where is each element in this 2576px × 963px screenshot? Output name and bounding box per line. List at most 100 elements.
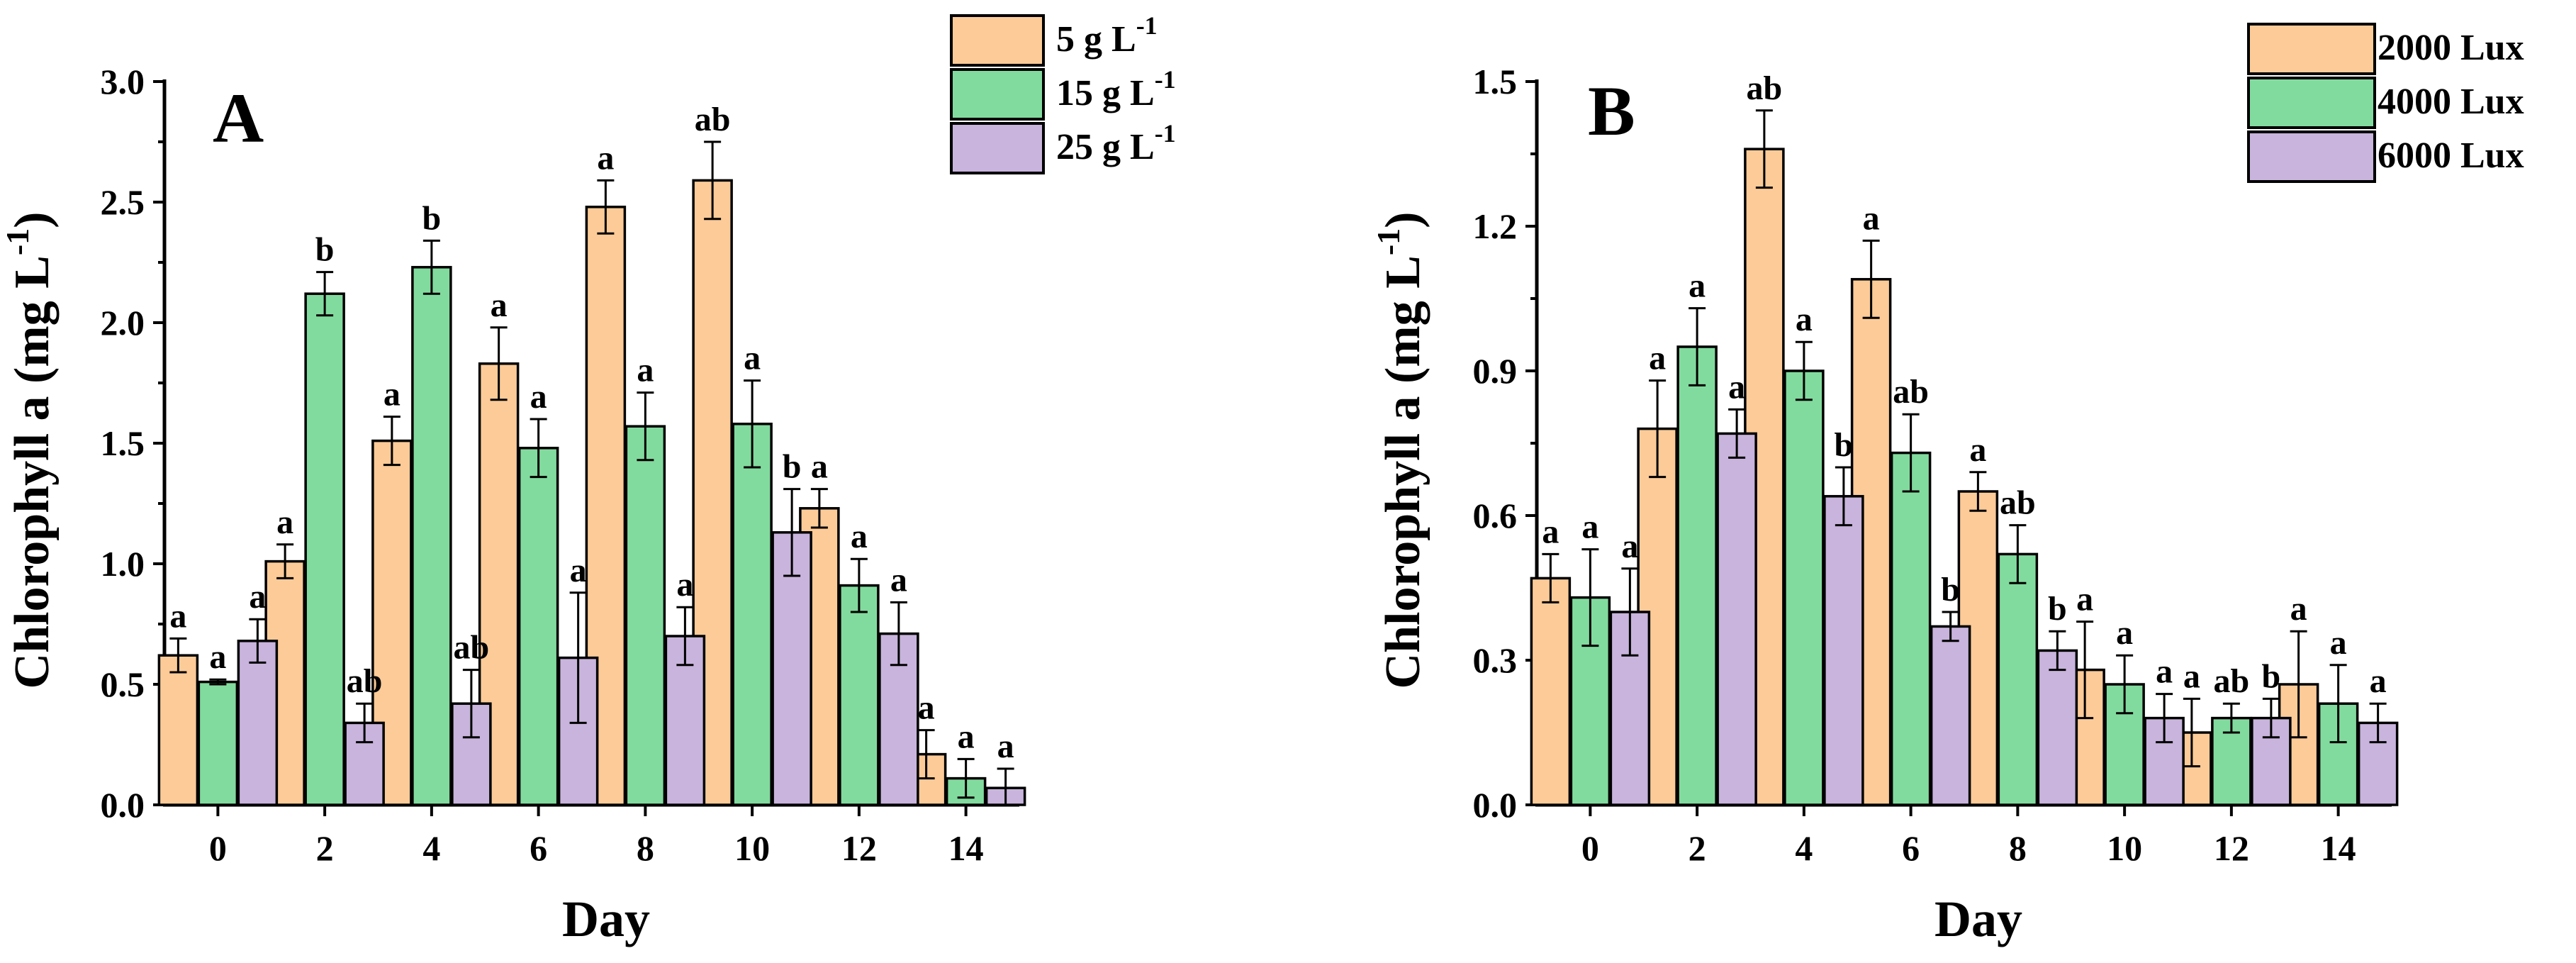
bar [1783, 369, 1825, 806]
y-tick-label: 1.2 [1473, 206, 1518, 246]
bar [1997, 552, 2039, 806]
panel-b: 0.00.30.60.91.21.50 2 4 6 8 10 12 14aaabaaaaaaa… [1370, 23, 2524, 947]
significance-letter: a [2076, 581, 2093, 618]
y-axis-label-superscript: -1 [1370, 228, 1406, 255]
significance-letter: a [570, 552, 587, 589]
bar [1530, 577, 1572, 806]
significance-letter: a [530, 378, 547, 416]
bar [304, 292, 345, 806]
significance-letter: a [1689, 267, 1706, 305]
x-tick-label: 8 [637, 828, 654, 868]
y-tick-label: 3.0 [101, 62, 145, 101]
significance-letter: a [209, 638, 226, 676]
significance-letter: a [491, 286, 508, 324]
legend-label: 2000 Lux [2378, 28, 2524, 68]
y-axis-label-close: ) [5, 212, 60, 228]
legend-label: 5 g L-1 [1056, 11, 1158, 60]
significance-letter: a [918, 689, 935, 727]
significance-letter: a [811, 448, 828, 486]
legend-label-main: 25 g L [1056, 127, 1155, 167]
significance-letter: a [997, 728, 1014, 765]
legend-swatch [2247, 23, 2376, 75]
y-tick-label: 1.0 [101, 544, 145, 584]
significance-letter: b [1941, 571, 1960, 608]
bar [1716, 432, 1757, 806]
x-tick-label: 0 [209, 828, 227, 868]
y-axis-label-superscript: -1 [0, 228, 35, 255]
significance-letter: a [1621, 528, 1638, 565]
legend-swatch [950, 14, 1045, 67]
significance-letter: a [958, 718, 975, 755]
legend-label-superscript: -1 [1155, 65, 1176, 94]
bar [585, 206, 627, 806]
y-tick-label: 0.9 [1473, 351, 1518, 391]
x-tick-label: 6 [1902, 828, 1920, 868]
x-tick-label: 6 [530, 828, 547, 868]
y-tick-label: 0.6 [1473, 496, 1518, 535]
significance-letter: a [1728, 368, 1745, 406]
significance-letter: a [169, 597, 186, 635]
x-axis-label: Day [1934, 891, 2022, 947]
significance-letter: b [315, 231, 335, 269]
legend-label-superscript: -1 [1155, 119, 1176, 147]
legend-label: 15 g L-1 [1056, 65, 1176, 113]
y-tick-label: 2.0 [101, 303, 145, 343]
x-axis-label: Day [562, 891, 650, 947]
y-tick-label: 0.0 [1473, 785, 1518, 825]
significance-letter: a [890, 561, 907, 599]
y-tick-label: 0.5 [101, 664, 145, 704]
legend-label-main: 2000 Lux [2378, 28, 2524, 68]
legend-label-superscript: -1 [1136, 11, 1158, 40]
significance-letter: b [1835, 426, 1854, 464]
significance-letter: a [276, 503, 293, 541]
significance-letter: ab [1893, 373, 1929, 411]
bar [1890, 451, 1932, 806]
significance-letter: a [676, 566, 693, 603]
x-tick-label: 4 [1795, 828, 1813, 868]
significance-letter: ab [454, 629, 490, 667]
significance-letter: b [783, 448, 802, 486]
panel-label: B [1588, 72, 1635, 150]
legend: 2000 Lux 4000 Lux 6000 Lux [2247, 23, 2524, 183]
significance-letter: a [851, 518, 868, 555]
x-tick-label: 4 [422, 828, 440, 868]
y-axis-label-close: ) [1376, 212, 1430, 228]
bar [371, 439, 413, 806]
significance-letter: ab [2214, 662, 2250, 700]
significance-letter: a [2370, 662, 2387, 700]
significance-letter: b [422, 199, 442, 237]
x-tick-label: 10 [2107, 828, 2142, 868]
x-tick-label: 12 [841, 828, 877, 868]
bar [1930, 625, 1971, 806]
y-tick-label: 1.5 [1473, 62, 1518, 101]
significance-letter: a [637, 352, 654, 389]
legend-label-main: 6000 Lux [2378, 135, 2524, 176]
x-tick-label: 14 [948, 828, 984, 868]
legend-swatch [2247, 77, 2376, 129]
significance-letter: a [2330, 624, 2347, 662]
bar [157, 654, 199, 806]
significance-letter: ab [347, 662, 383, 700]
significance-letter: a [597, 139, 614, 177]
significance-letter: a [1542, 513, 1559, 550]
significance-letter: a [1796, 301, 1813, 338]
significance-letter: a [1649, 340, 1666, 377]
significance-letter: a [1581, 508, 1598, 546]
significance-letter: a [2290, 590, 2307, 628]
legend-label-main: 5 g L [1056, 19, 1136, 60]
bar [411, 266, 452, 806]
legend-label-main: 4000 Lux [2378, 82, 2524, 122]
panel-label: A [213, 79, 264, 157]
significance-letter: a [249, 578, 266, 616]
bar [1676, 345, 1718, 806]
significance-letter: ab [1747, 69, 1783, 107]
y-axis-label: Chlorophyll a (mg L-1) [0, 212, 60, 689]
x-tick-label: 2 [1689, 828, 1706, 868]
significance-letter: b [2048, 590, 2067, 628]
x-tick-label: 8 [2009, 828, 2027, 868]
y-axis-label-main: Chlorophyll a (mg L [1376, 255, 1430, 689]
legend-label: 25 g L-1 [1056, 119, 1176, 167]
bar [237, 640, 279, 806]
legend-label-main: 15 g L [1056, 73, 1155, 113]
legend-label: 4000 Lux [2378, 82, 2524, 122]
